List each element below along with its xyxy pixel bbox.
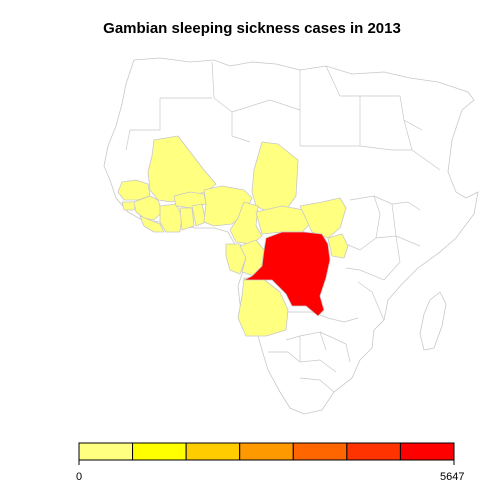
- north-africa-borders: [125, 61, 441, 171]
- legend-swatch-3: [185, 442, 241, 461]
- region-guinea-bissau: [121, 201, 137, 211]
- region-guinea: [133, 195, 163, 221]
- region-sierra-leone-liberia: [139, 215, 165, 233]
- map-title: Gambian sleeping sickness cases in 2013: [103, 20, 401, 37]
- region-dr-congo: [243, 231, 331, 317]
- region-uganda: [327, 233, 349, 259]
- region-ghana: [179, 207, 195, 231]
- east-africa-borders: [345, 195, 421, 321]
- southern-africa-borders: [268, 311, 359, 393]
- legend-max-label: 5647: [440, 471, 465, 483]
- legend-swatch-6: [346, 442, 401, 461]
- low-case-countries: [117, 135, 349, 337]
- legend-swatch-7: [399, 442, 455, 461]
- legend-swatch-2: [132, 442, 187, 461]
- legend-min-label: 0: [76, 471, 83, 483]
- region-central-african-republic: [255, 205, 313, 235]
- region-angola: [237, 277, 289, 337]
- legend-color-bar: [78, 442, 455, 465]
- legend-swatch-5: [292, 442, 348, 461]
- madagascar: [419, 291, 447, 351]
- legend-swatch-1: [78, 442, 134, 461]
- region-gabon-eq-guinea: [225, 243, 247, 275]
- region-senegal-gambia: [117, 179, 151, 201]
- legend-swatch-4: [239, 442, 294, 461]
